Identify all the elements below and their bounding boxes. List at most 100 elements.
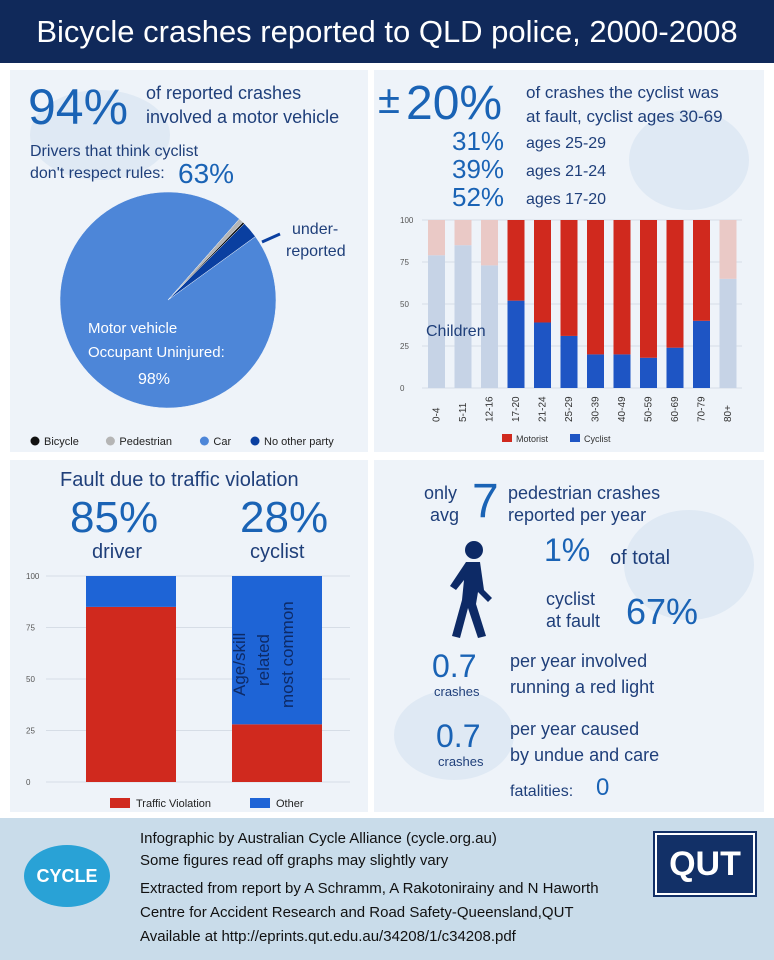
pedestrian-count: 7 bbox=[472, 475, 499, 528]
y-tick-100: 100 bbox=[400, 216, 414, 225]
legend-label-no-other-party: No other party bbox=[264, 436, 334, 448]
motor-vehicle-text-1: of reported crashes bbox=[146, 83, 302, 103]
cyclist-fault-pct: 20% bbox=[406, 77, 503, 130]
bar-motorist-40-49 bbox=[613, 220, 631, 355]
fault-annotation: Age/skill related most common bbox=[224, 576, 314, 716]
legend-marker-motorist bbox=[502, 434, 512, 442]
background-bubble bbox=[624, 510, 754, 620]
pedestrian-text-2: reported per year bbox=[508, 505, 647, 525]
fault-bar-chart: 0 25 50 75 100 Traffic Violation Other bbox=[26, 572, 350, 810]
bar-motorist-30-39 bbox=[587, 220, 604, 355]
of-total-label: of total bbox=[610, 547, 671, 569]
legend-label-pedestrian: Pedestrian bbox=[119, 436, 172, 448]
legend-label-bicycle: Bicycle bbox=[44, 436, 79, 448]
footer-line-1: Infographic by Australian Cycle Alliance… bbox=[140, 830, 497, 847]
drivers-text-2: don't respect rules: bbox=[30, 165, 165, 182]
x-tick-17-20: 17-20 bbox=[511, 396, 522, 422]
legend-marker-other bbox=[250, 798, 270, 808]
children-label: Children bbox=[426, 323, 486, 340]
qut-logo: QUT bbox=[653, 831, 757, 897]
age-bar-chart: 0 25 50 75 100 0-4 5-11 12-16 17-20 21-24 25-29 30-… bbox=[400, 216, 742, 444]
footer-line-4: Centre for Accident Research and Road Sa… bbox=[140, 904, 574, 921]
legend-marker-cyclist bbox=[570, 434, 580, 442]
x-tick-30-39: 30-39 bbox=[591, 396, 602, 422]
cyclist-at-fault-pct: 67% bbox=[626, 591, 699, 632]
pedestrian-text-1: pedestrian crashes bbox=[508, 483, 661, 503]
bar-motorist-60-69 bbox=[666, 220, 684, 348]
legend-label-traffic-violation: Traffic Violation bbox=[136, 798, 211, 810]
panel-traffic-violation: Fault due to traffic violation 85% drive… bbox=[10, 460, 368, 812]
bar-other-driver bbox=[86, 576, 176, 607]
pie-chart: Bicycle Pedestrian Car No other party bbox=[30, 191, 334, 448]
bar-cyclist-21-24 bbox=[534, 322, 551, 388]
undue-care-text-2: by undue and care bbox=[510, 745, 660, 765]
bar-other-cyclist bbox=[232, 576, 322, 725]
panel-motor-vehicle: 94% of reported crashes involved a motor… bbox=[10, 70, 368, 452]
legend-marker-pedestrian bbox=[105, 436, 115, 446]
x-tick-25-29: 25-29 bbox=[564, 396, 575, 422]
bar-motorist-12-16 bbox=[481, 220, 498, 266]
legend-label-cyclist: Cyclist bbox=[584, 434, 611, 444]
background-bubble bbox=[30, 90, 170, 180]
red-light-text-1: per year involved bbox=[510, 651, 648, 671]
bar-cyclist-40-49 bbox=[613, 354, 631, 388]
underreported-label-1: under- bbox=[292, 221, 339, 238]
fatalities-value: 0 bbox=[596, 774, 610, 801]
one-pct: 1% bbox=[544, 532, 591, 568]
x-tick-80+: 80+ bbox=[723, 405, 734, 422]
cyclist-pct: 28% bbox=[240, 493, 329, 542]
cycle-logo: CYCLE bbox=[24, 845, 110, 907]
fatalities-label: fatalities: bbox=[510, 783, 574, 800]
cyclist-label: cyclist bbox=[250, 541, 305, 563]
cyclist-at-fault-2: at fault bbox=[546, 611, 601, 631]
pedestrian-icon bbox=[450, 541, 492, 638]
underreported-label-2: reported bbox=[286, 243, 346, 260]
legend-label-other: Other bbox=[276, 798, 304, 810]
bar-motorist-70-79 bbox=[693, 220, 710, 321]
x-tick-0-4: 0-4 bbox=[432, 407, 443, 422]
bar-motorist-80+ bbox=[719, 220, 737, 279]
cyclist-at-fault-1: cyclist bbox=[546, 589, 595, 609]
footer-line-2: Some figures read off graphs may slightl… bbox=[140, 852, 449, 869]
y-tick-25: 25 bbox=[26, 727, 35, 736]
x-tick-21-24: 21-24 bbox=[538, 396, 549, 422]
y-tick-0: 0 bbox=[400, 384, 405, 393]
footer-line-5: Available at http://eprints.qut.edu.au/3… bbox=[140, 928, 516, 945]
avg-label: avg bbox=[430, 505, 460, 525]
legend-marker-no-other-party bbox=[250, 436, 260, 446]
x-tick-50-59: 50-59 bbox=[644, 396, 655, 422]
age-pct-25-29: 31% bbox=[452, 126, 505, 156]
bar-cyclist-5-11 bbox=[454, 245, 472, 388]
annotation-line-3: most common bbox=[278, 601, 297, 708]
only-label: only bbox=[424, 483, 458, 503]
cyclist-fault-text-1: of crashes the cyclist was bbox=[526, 83, 719, 102]
legend-label-car: Car bbox=[213, 436, 231, 448]
y-tick-75: 75 bbox=[400, 258, 409, 267]
bar-traffic-violation-driver bbox=[86, 606, 176, 782]
bar-cyclist-12-16 bbox=[481, 265, 498, 388]
bar-motorist-5-11 bbox=[454, 220, 472, 246]
plus-minus-sign: ± bbox=[378, 78, 400, 122]
cyclist-fault-text-2: at fault, cyclist ages 30-69 bbox=[526, 107, 723, 126]
footer: Infographic by Australian Cycle Alliance… bbox=[0, 818, 774, 960]
annotation-line-2: related bbox=[254, 634, 273, 686]
driver-pct: 85% bbox=[70, 493, 159, 542]
bar-cyclist-30-39 bbox=[587, 354, 604, 388]
x-tick-70-79: 70-79 bbox=[697, 396, 708, 422]
bar-motorist-17-20 bbox=[507, 220, 525, 301]
bar-motorist-0-4 bbox=[428, 220, 445, 256]
age-pct-21-24: 39% bbox=[452, 154, 505, 184]
y-tick-25: 25 bbox=[400, 342, 409, 351]
annotation-line-1: Age/skill bbox=[230, 632, 249, 696]
red-light-count: 0.7 bbox=[432, 648, 477, 684]
footer-line-3: Extracted from report by A Schramm, A Ra… bbox=[140, 880, 599, 897]
x-tick-5-11: 5-11 bbox=[458, 402, 469, 422]
y-tick-50: 50 bbox=[400, 300, 409, 309]
legend-marker-bicycle bbox=[30, 436, 40, 446]
x-tick-40-49: 40-49 bbox=[617, 396, 628, 422]
red-light-unit: crashes bbox=[434, 684, 480, 699]
legend-marker-car bbox=[199, 436, 209, 446]
bar-cyclist-60-69 bbox=[666, 347, 684, 388]
drivers-text-1: Drivers that think cyclist bbox=[30, 143, 199, 160]
bar-cyclist-25-29 bbox=[560, 335, 578, 388]
